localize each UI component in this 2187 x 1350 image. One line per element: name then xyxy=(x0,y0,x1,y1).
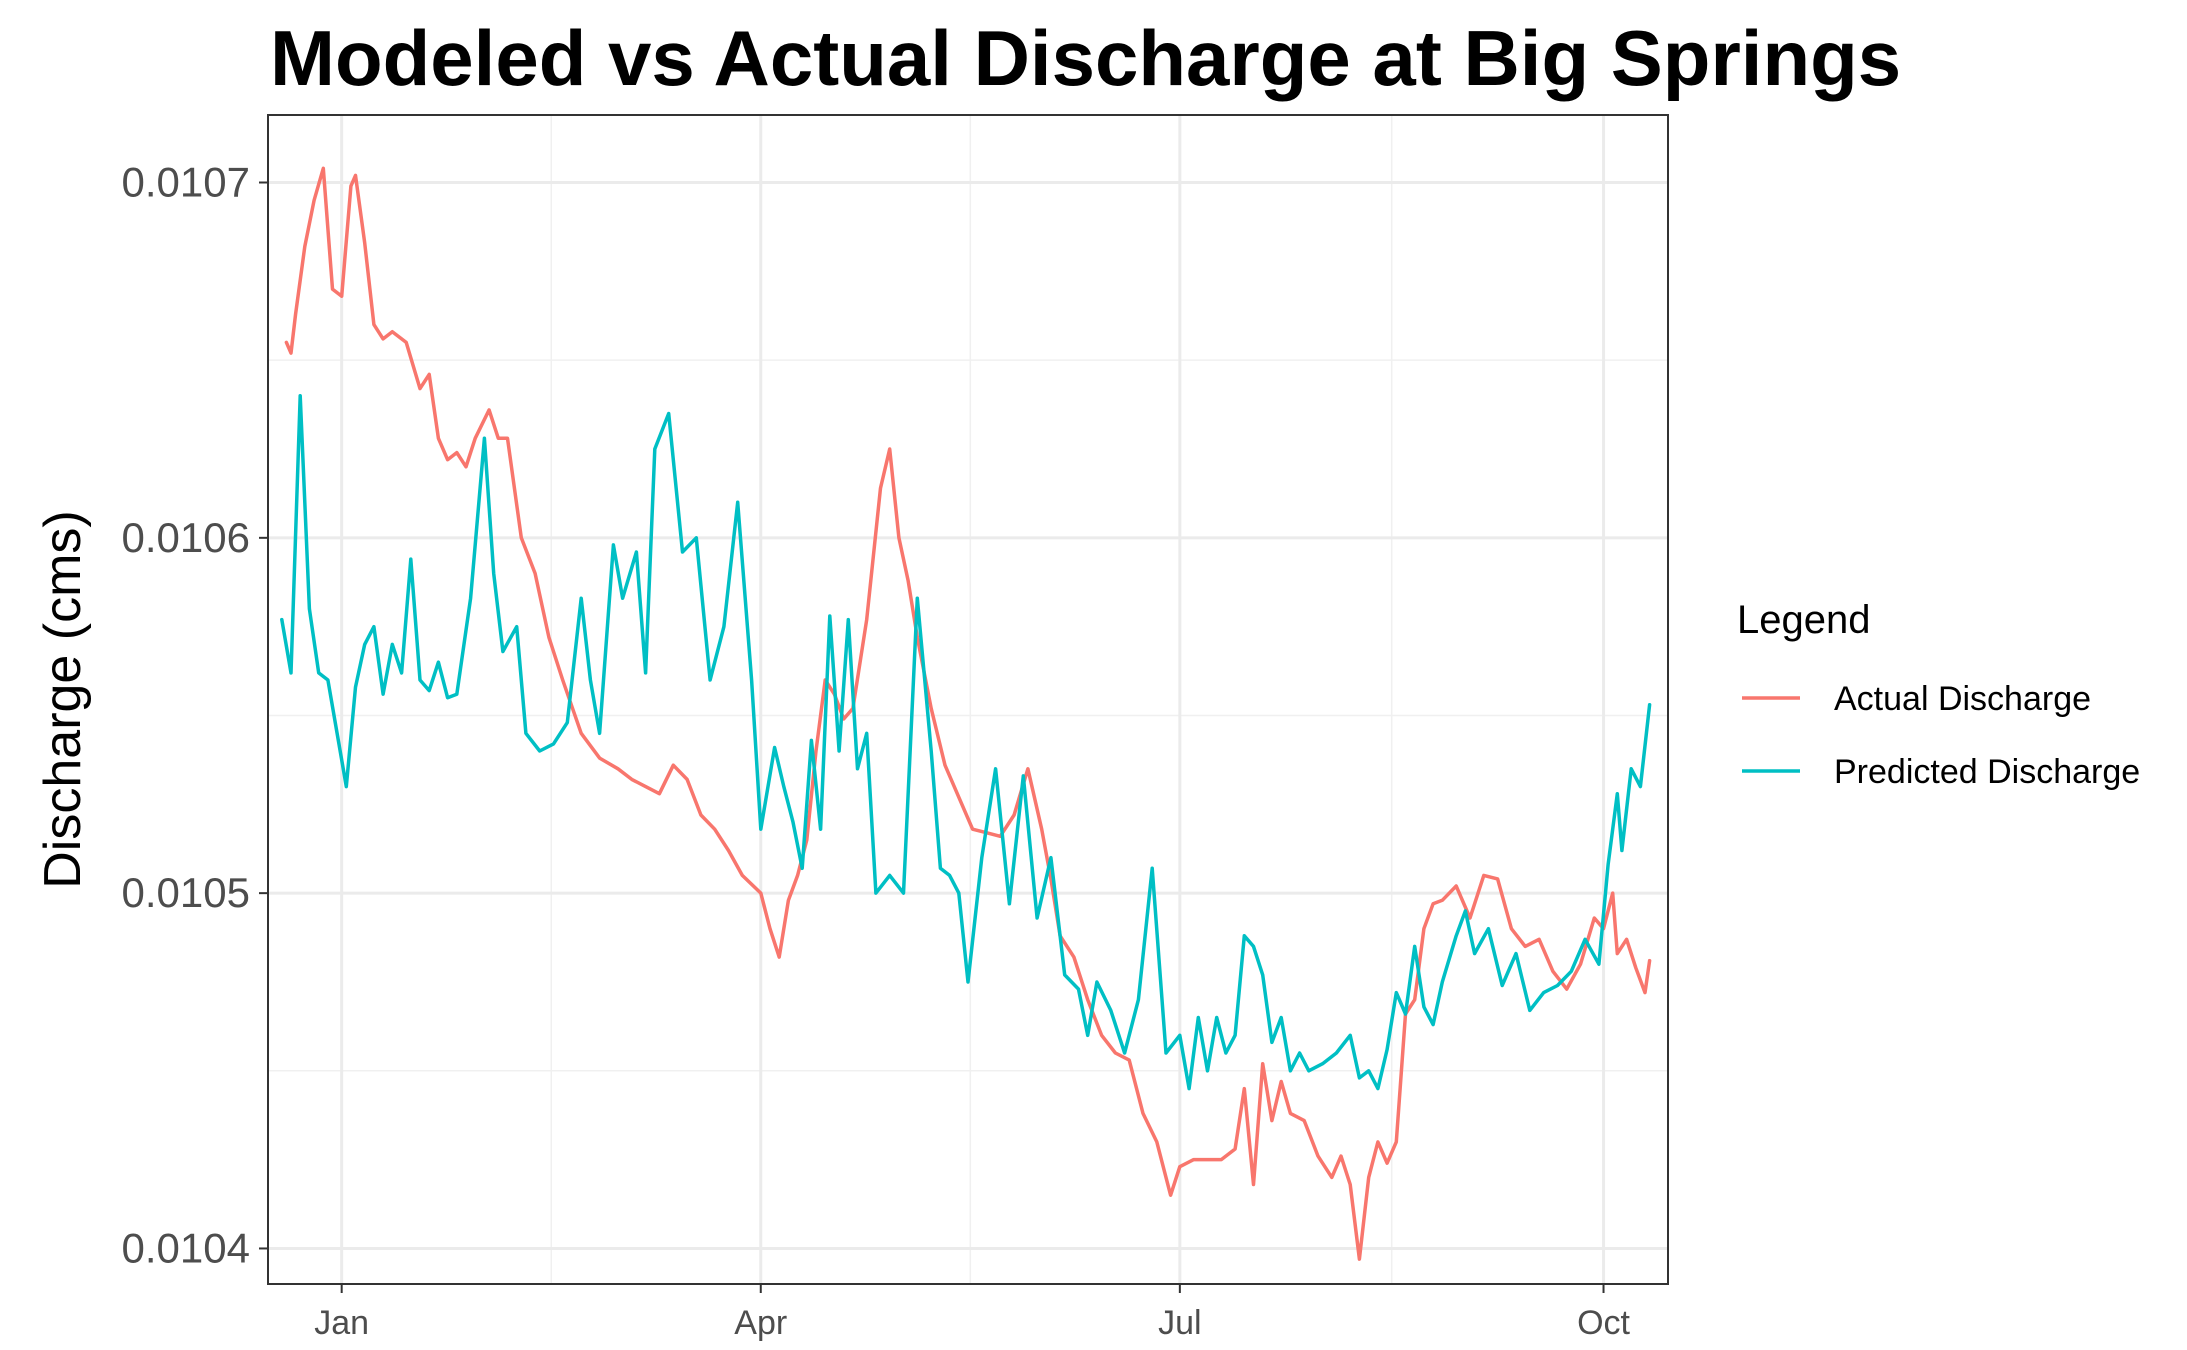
actual-discharge-line xyxy=(284,166,1652,1261)
legend-title: Legend xyxy=(1737,598,1870,642)
x-tick-label: Jul xyxy=(1158,1304,1201,1342)
legend-label-actual-discharge: Actual Discharge xyxy=(1834,680,2091,718)
x-tick-label: Apr xyxy=(734,1304,787,1342)
x-tick-label: Jan xyxy=(314,1304,369,1342)
y-tick-label: 0.0105 xyxy=(122,869,250,916)
x-tick-label: Oct xyxy=(1577,1304,1630,1342)
chart-title: Modeled vs Actual Discharge at Big Sprin… xyxy=(270,14,1902,102)
y-tick-label: 0.0107 xyxy=(122,159,250,206)
grid-layer xyxy=(268,115,1668,1284)
legend: Legend Actual Discharge Predicted Dischar… xyxy=(1737,598,2140,791)
axis-layer: 0.0104 0.0105 0.0106 0.0107 Jan Apr Jul Oct xyxy=(122,159,1631,1342)
series-layer xyxy=(280,166,1652,1261)
legend-label-predicted-discharge: Predicted Discharge xyxy=(1834,753,2140,791)
y-tick-label: 0.0106 xyxy=(122,514,250,561)
y-tick-label: 0.0104 xyxy=(122,1224,250,1271)
y-axis-title: Discharge (cms) xyxy=(34,510,92,889)
predicted-discharge-line xyxy=(280,393,1652,1091)
panel-border xyxy=(267,114,1669,1285)
